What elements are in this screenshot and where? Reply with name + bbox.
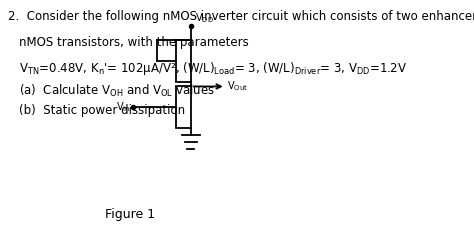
Text: (a)  Calculate V$_{\mathregular{OH}}$ and V$_{\mathregular{OL}}$ values: (a) Calculate V$_{\mathregular{OH}}$ and…	[19, 83, 216, 99]
Text: nMOS transistors, with the parameters: nMOS transistors, with the parameters	[19, 36, 249, 50]
Text: V$_{\mathregular{in}}$: V$_{\mathregular{in}}$	[116, 100, 130, 114]
Text: (b)  Static power dissipation: (b) Static power dissipation	[19, 104, 186, 117]
Text: V$_{\mathregular{DD}}$: V$_{\mathregular{DD}}$	[195, 11, 214, 25]
Text: 2.  Consider the following nMOS inverter circuit which consists of two enhanceme: 2. Consider the following nMOS inverter …	[8, 10, 474, 23]
Text: V$_{\mathregular{Out}}$: V$_{\mathregular{Out}}$	[227, 79, 248, 93]
Text: Figure 1: Figure 1	[105, 208, 155, 221]
Text: V$_{\mathregular{TN}}$=0.48V, K$_{\mathregular{n}}$'= 102μA/V², (W/L)$_{\mathreg: V$_{\mathregular{TN}}$=0.48V, K$_{\mathr…	[19, 60, 408, 77]
